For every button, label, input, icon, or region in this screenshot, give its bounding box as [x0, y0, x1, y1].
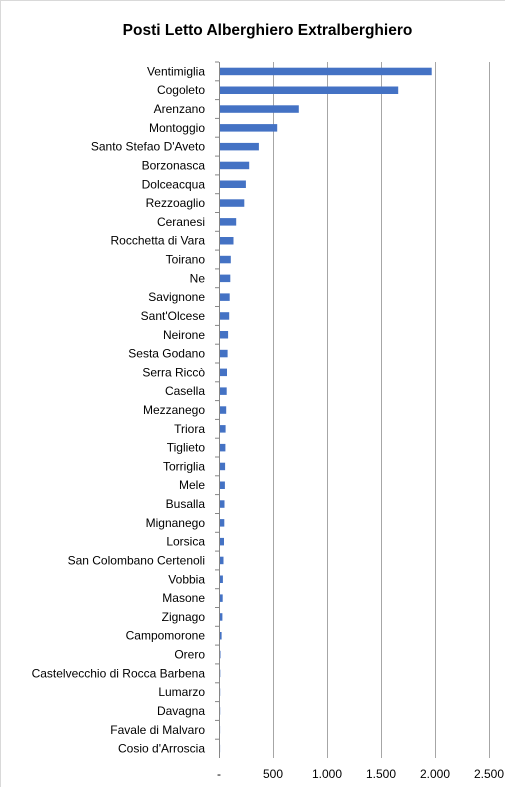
category-label: Favale di Malvaro: [110, 723, 205, 737]
bar: [220, 387, 227, 395]
category-label: Mignanego: [146, 516, 206, 530]
bar: [220, 161, 250, 170]
category-label: Mele: [179, 478, 205, 492]
category-label: Ventimiglia: [147, 64, 205, 78]
category-label: Masone: [162, 591, 205, 605]
bar: [220, 537, 224, 546]
bar: [220, 462, 226, 471]
category-label: Rezzoaglio: [146, 196, 206, 210]
category-label: Serra Riccò: [142, 365, 205, 379]
category-label: Tiglieto: [167, 441, 206, 455]
frame-edge-top: [0, 0, 505, 1]
category-label: Sesta Godano: [128, 347, 205, 361]
bar: [220, 349, 228, 358]
category-label: Cosio d'Arroscia: [118, 742, 205, 756]
bar: [220, 237, 234, 245]
bar: [220, 312, 230, 320]
category-label: Rocchetta di Vara: [111, 234, 206, 248]
bar: [220, 274, 231, 283]
category-label: Dolceacqua: [142, 177, 206, 191]
bar: [220, 86, 399, 94]
category-label: Campomorone: [126, 629, 206, 643]
category-label: Castelvecchio di Rocca Barbena: [32, 666, 206, 680]
bar: [220, 293, 230, 301]
x-tick-label: 2.000: [420, 767, 450, 781]
x-tick-label: 2.500: [474, 767, 504, 781]
bar: [220, 575, 223, 583]
bar: [220, 406, 227, 414]
category-label: Lorsica: [166, 535, 205, 549]
bar: [220, 500, 225, 508]
bar: [220, 556, 224, 565]
category-label: Santo Stefao D'Aveto: [91, 140, 205, 154]
frame-edge-left: [0, 0, 1, 787]
category-label: Sant'Olcese: [141, 309, 206, 323]
category-label: Busalla: [166, 497, 206, 511]
category-label: Montoggio: [149, 121, 205, 135]
bar: [220, 632, 222, 640]
bar: [220, 199, 245, 207]
bar: [220, 519, 225, 527]
bar: [220, 255, 231, 264]
category-label: Triora: [174, 422, 205, 436]
category-label: Casella: [165, 384, 205, 398]
bar: [220, 142, 259, 151]
bar: [220, 425, 226, 433]
category-label: Borzonasca: [142, 159, 206, 173]
category-label: San Colombano Certenoli: [68, 554, 205, 568]
category-label: Ceranesi: [157, 215, 205, 229]
category-label: Savignone: [148, 290, 205, 304]
bar: [220, 105, 299, 113]
bar: [220, 331, 229, 339]
x-tick-label: 1.000: [312, 767, 342, 781]
bar: [220, 368, 227, 377]
category-label: Vobbia: [168, 572, 205, 586]
category-label: Orero: [174, 648, 205, 662]
bar: [220, 650, 221, 659]
category-label: Toirano: [166, 253, 206, 267]
category-label: Torriglia: [163, 459, 205, 473]
bar: [220, 124, 278, 132]
category-label: Neirone: [163, 328, 205, 342]
bar: [220, 443, 226, 452]
bar: [220, 218, 237, 226]
chart-title: Posti Letto Alberghiero Extralberghiero: [122, 22, 413, 39]
bar: [220, 594, 223, 602]
category-label: Davagna: [157, 704, 205, 718]
bar: [220, 481, 225, 489]
category-label: Cogoleto: [157, 83, 205, 97]
bar: [220, 67, 432, 76]
x-tick-label: -: [217, 767, 221, 781]
category-label: Zignago: [162, 610, 206, 624]
x-tick-label: 1.500: [366, 767, 396, 781]
category-label: Arenzano: [154, 102, 206, 116]
bar: [220, 180, 246, 188]
category-label: Ne: [190, 271, 206, 285]
category-label: Mezzanego: [143, 403, 205, 417]
category-label: Lumarzo: [158, 685, 205, 699]
bar: [220, 613, 223, 621]
x-tick-label: 500: [263, 767, 283, 781]
